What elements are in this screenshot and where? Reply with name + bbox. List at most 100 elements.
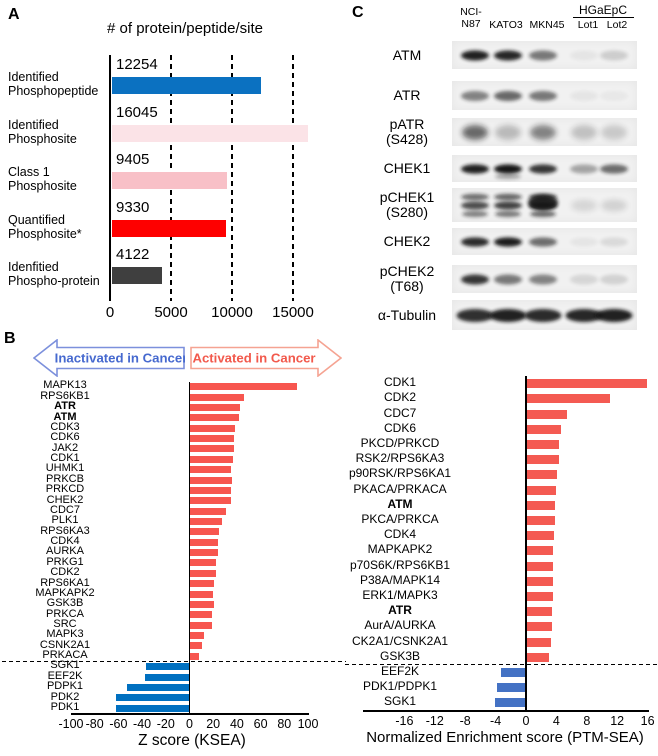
kinase-bar bbox=[526, 409, 568, 419]
blot-bands bbox=[461, 274, 628, 285]
kinase-label: PLK1 bbox=[51, 514, 79, 527]
kinase-label: P38A/MAPK14 bbox=[359, 572, 441, 587]
kinase-bar bbox=[526, 591, 553, 601]
kinase-label: GSK3B bbox=[46, 597, 84, 610]
bar bbox=[112, 124, 308, 142]
blot-row-label: pCHEK2 (T68) bbox=[363, 264, 451, 294]
kinase-label: ATM bbox=[387, 496, 413, 511]
category-label: Class 1 Phosphosite bbox=[8, 165, 108, 193]
lane-header: MKN45 bbox=[529, 19, 565, 31]
right-block-arrow-shape bbox=[190, 339, 342, 377]
kinase-bar bbox=[190, 569, 217, 577]
kinase-bar bbox=[190, 486, 231, 494]
kinase-bar bbox=[526, 546, 554, 556]
kinase-bar bbox=[526, 500, 555, 510]
kinase-bar bbox=[500, 667, 526, 677]
kinase-bar bbox=[190, 549, 218, 557]
kinase-label: CDK4 bbox=[383, 527, 416, 542]
x-gridline bbox=[231, 55, 233, 301]
kinase-label: CDK3 bbox=[50, 420, 80, 433]
x-tick-label: -80 bbox=[85, 717, 104, 732]
kinase-label: CDK4 bbox=[50, 535, 80, 548]
panel-b-letter: B bbox=[4, 330, 16, 347]
kinase-label: PRKCD bbox=[45, 483, 85, 496]
lane-header: N87 bbox=[461, 17, 481, 30]
kinase-bar bbox=[116, 704, 189, 712]
kinase-label: CDK2 bbox=[50, 566, 80, 579]
category-label-line: Idenfitied bbox=[8, 260, 59, 274]
blot-bands bbox=[461, 50, 628, 61]
category-label: Identified Phosphopeptide bbox=[8, 70, 108, 98]
blot-row-label-line: CHEK1 bbox=[383, 160, 431, 176]
bar-value-label: 4122 bbox=[116, 246, 150, 263]
kinase-bar bbox=[190, 476, 232, 484]
kinase-bar bbox=[190, 538, 218, 546]
kinase-bar bbox=[526, 607, 552, 617]
kinase-bar bbox=[127, 683, 189, 691]
kinase-label: PKACA/PRKACA bbox=[353, 481, 447, 496]
bar bbox=[112, 267, 162, 284]
x-axis-line bbox=[71, 713, 309, 715]
kinase-label: PKCD/PRKCD bbox=[360, 435, 440, 450]
panel-c-letter: C bbox=[352, 4, 364, 21]
category-label: Idenfitied Phospho-protein bbox=[8, 260, 108, 288]
blot-row-label-line: α-Tubulin bbox=[377, 306, 437, 323]
kinase-label: CHEK2 bbox=[46, 493, 84, 506]
blot-bands bbox=[456, 309, 633, 322]
kinase-bar bbox=[190, 403, 241, 411]
kinase-label: ATR bbox=[54, 400, 76, 413]
kinase-label: CDK6 bbox=[50, 431, 80, 444]
kinase-bar bbox=[190, 424, 236, 432]
ptm-sea-chart-panel: CDK1 CDK2 CDC7 CDK6 PKCD/PRKCD RSK2/RPS6KA3 p9… bbox=[345, 360, 658, 756]
bar bbox=[112, 172, 227, 189]
kinase-bar bbox=[146, 663, 189, 671]
category-label-line: Class 1 bbox=[8, 165, 50, 179]
blot-row-label: pATR (S428) bbox=[363, 117, 451, 147]
kinase-bar bbox=[190, 507, 226, 515]
category-label-line: Phosphopeptide bbox=[8, 84, 99, 98]
x-tick-label: 0 bbox=[186, 717, 193, 732]
kinase-bar bbox=[190, 435, 235, 443]
kinase-label: PRKCA bbox=[46, 607, 84, 620]
kinase-bar bbox=[190, 621, 212, 629]
left-block-arrow-shape bbox=[33, 339, 185, 377]
kinase-label: CDC7 bbox=[383, 405, 417, 420]
category-label-line: Phospho-protein bbox=[8, 274, 100, 288]
x-tick-label: -20 bbox=[156, 717, 175, 732]
kinase-label: ATR bbox=[388, 603, 412, 618]
kinase-label: MAPKAPK2 bbox=[35, 586, 95, 599]
blot-bands bbox=[462, 125, 627, 140]
lane-group-underline bbox=[573, 17, 634, 19]
kinase-label: CDK1 bbox=[383, 375, 416, 390]
x-tick-label: 4 bbox=[552, 714, 560, 729]
x-tick-label: 80 bbox=[277, 717, 292, 732]
blot-bands bbox=[461, 164, 628, 180]
x-tick-label: 10000 bbox=[211, 304, 253, 321]
blot-row-label-line: (T68) bbox=[390, 278, 424, 294]
kinase-label: CDK2 bbox=[383, 390, 416, 405]
category-label-line: Phosphosite* bbox=[8, 226, 82, 241]
kinase-label: SGK1 bbox=[383, 694, 416, 709]
blot-row-label-line: ATR bbox=[393, 87, 421, 103]
y-axis-line bbox=[109, 55, 111, 301]
blot-strip bbox=[452, 228, 637, 255]
kinase-label: PRKG1 bbox=[46, 555, 84, 568]
x-tick-label: 15000 bbox=[272, 304, 314, 321]
kinase-label: MAPKAPK2 bbox=[367, 542, 433, 557]
blot-strip bbox=[452, 41, 637, 69]
kinase-label: p70S6K/RPS6KB1 bbox=[349, 557, 451, 572]
panel-a-chart-title: # of protein/peptide/site bbox=[107, 20, 263, 37]
blot-row-label-line: ATM bbox=[392, 46, 422, 63]
kinase-bar bbox=[526, 637, 552, 647]
x-tick-label: -60 bbox=[109, 717, 128, 732]
blot-row-label-line: (S280) bbox=[385, 204, 429, 220]
blot-strip bbox=[452, 188, 637, 222]
bar bbox=[112, 219, 226, 237]
blot-row-label-line: pCHEK2 bbox=[379, 263, 435, 279]
panel-b: B Inactivated in Cancer Activated in Can… bbox=[0, 330, 350, 756]
bar-value-label: 9330 bbox=[116, 198, 150, 216]
kinase-bar bbox=[190, 642, 203, 650]
panel-c: C NCI- N87 KATO3 MKN45 Lot1 Lot2 HGaEpC ATM ATR p… bbox=[345, 0, 658, 345]
kinase-label: SRC bbox=[53, 617, 77, 630]
kinase-label: PDPK1 bbox=[46, 680, 84, 693]
